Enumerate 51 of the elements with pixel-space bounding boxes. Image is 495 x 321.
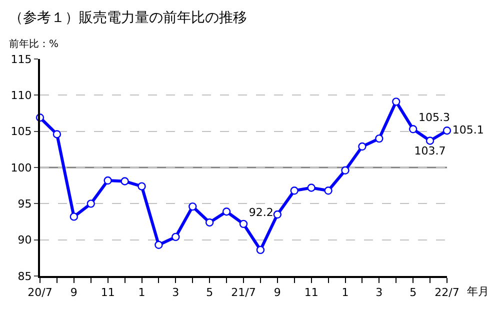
x-tick-label: 5 xyxy=(410,286,417,300)
point xyxy=(307,184,316,192)
y-tick-label: 95 xyxy=(18,198,32,211)
x-tick-label: 20/7 xyxy=(28,286,52,300)
data-label: 103.7 xyxy=(414,144,446,158)
x-tick-label: 9 xyxy=(274,286,281,300)
x-tick-label: 11 xyxy=(100,286,115,300)
point xyxy=(408,125,418,134)
point xyxy=(52,130,62,138)
data-label: 105.3 xyxy=(418,111,450,124)
x-tick-label: 1 xyxy=(138,286,146,300)
x-axis-title: 年月 xyxy=(467,285,489,298)
point xyxy=(138,182,146,190)
x-tick-label: 3 xyxy=(376,286,383,300)
y-tick-label: 105 xyxy=(10,125,32,138)
point xyxy=(188,202,197,211)
point xyxy=(426,136,434,145)
y-tick-label: 85 xyxy=(18,270,32,283)
data-label: 92.2 xyxy=(248,206,274,219)
x-tick-label: 9 xyxy=(70,286,78,300)
point xyxy=(375,134,384,143)
point xyxy=(442,126,452,135)
x-tick-label: 1 xyxy=(342,286,349,300)
point xyxy=(104,176,112,185)
point xyxy=(358,142,366,151)
data-label: 105.1 xyxy=(452,123,484,136)
x-tick-label: 3 xyxy=(172,286,180,300)
y-tick-label: 110 xyxy=(10,89,32,102)
y-tick-label: 115 xyxy=(10,52,32,66)
point xyxy=(239,220,248,228)
x-tick-label: 5 xyxy=(206,286,214,300)
x-tick-label: 22/7 xyxy=(434,286,460,300)
point xyxy=(172,232,180,242)
point xyxy=(120,177,129,186)
point xyxy=(154,240,163,249)
point xyxy=(341,166,350,174)
y-tick-label: 100 xyxy=(10,161,32,174)
point xyxy=(290,186,298,195)
chart-title: （参考１）販売電力量の前年比の推移 xyxy=(9,10,247,26)
point xyxy=(70,212,78,221)
point xyxy=(324,186,332,195)
x-tick-label: 11 xyxy=(304,286,318,300)
point xyxy=(256,246,265,254)
x-tick-label: 21/7 xyxy=(231,286,256,300)
point xyxy=(205,218,214,227)
y-axis-title: 前年比：% xyxy=(9,38,59,50)
point xyxy=(392,98,400,106)
point xyxy=(273,210,282,219)
point xyxy=(222,208,231,216)
y-tick-label: 90 xyxy=(18,234,32,247)
point xyxy=(86,200,95,208)
